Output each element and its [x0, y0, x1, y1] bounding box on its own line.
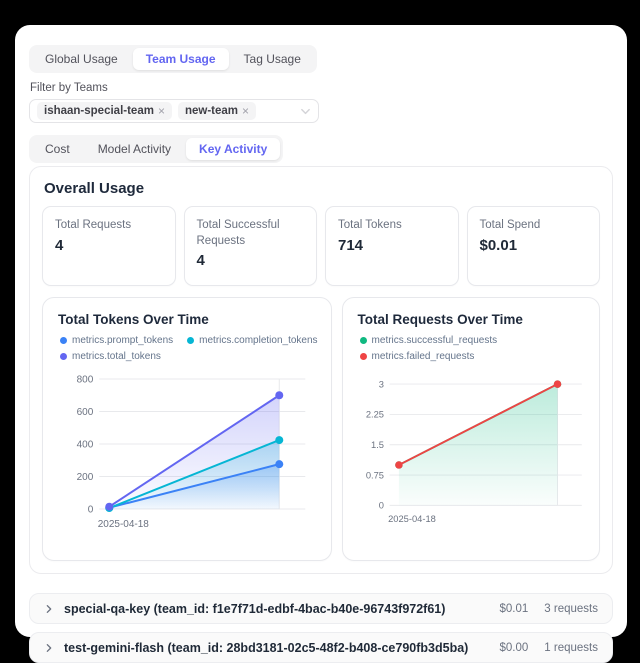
legend-label: metrics.total_tokens: [72, 351, 161, 363]
charts-grid: Total Tokens Over Time metrics.prompt_tok…: [42, 297, 600, 562]
stat-card: Total Requests 4: [42, 206, 176, 287]
legend-label: metrics.failed_requests: [371, 351, 475, 363]
tab-tag-usage[interactable]: Tag Usage: [231, 48, 314, 70]
tab-team-usage[interactable]: Team Usage: [132, 48, 229, 70]
key-row-requests: 1 requests: [544, 641, 598, 654]
key-row-metrics: $0.00 1 requests: [500, 642, 598, 654]
svg-text:2025-04-18: 2025-04-18: [98, 519, 150, 530]
stat-value: 714: [338, 236, 364, 254]
chart-canvas-0: 0 200 400 600 800 2025-04-18: [77, 375, 306, 530]
tab-global-usage[interactable]: Global Usage: [32, 48, 131, 70]
activity-tabs: Cost Model Activity Key Activity: [29, 135, 284, 163]
stats-grid: Total Requests 4 Total Successful Requests…: [42, 206, 600, 287]
legend-row: metrics.successful_requests: [359, 335, 586, 347]
legend-item: metrics.completion_tokens: [187, 335, 318, 347]
team-chip-label: ishaan-special-team: [44, 105, 154, 117]
legend-item: metrics.total_tokens: [60, 351, 161, 362]
legend-item: metrics.successful_requests: [359, 335, 498, 347]
chart-legend: metrics.prompt_tokens metrics.completion_…: [60, 335, 318, 362]
legend-dot-icon: [359, 353, 367, 361]
tab-key-activity[interactable]: Key Activity: [186, 138, 281, 160]
chart-title: Total Tokens Over Time: [58, 312, 209, 328]
legend-dot-icon: [187, 337, 195, 345]
filter-by-teams-label: Filter by Teams: [30, 82, 108, 94]
svg-text:600: 600: [77, 407, 94, 418]
overall-usage-card: Overall Usage Total Requests 4 Total Succe…: [29, 166, 613, 575]
usage-scope-tabs: Global Usage Team Usage Tag Usage: [29, 45, 317, 73]
svg-text:2.25: 2.25: [365, 410, 383, 420]
svg-text:0: 0: [88, 505, 94, 516]
legend-dot-icon: [60, 337, 67, 345]
legend-label: metrics.completion_tokens: [199, 335, 318, 347]
stat-value: $0.01: [479, 236, 518, 254]
key-row-metrics: $0.01 3 requests: [500, 603, 598, 615]
legend-item: metrics.failed_requests: [359, 351, 475, 363]
legend-row: metrics.total_tokens: [60, 351, 318, 362]
remove-chip-icon[interactable]: ×: [157, 104, 165, 118]
chart-legend: metrics.successful_requests metrics.faile…: [359, 335, 586, 363]
stat-value: 4: [55, 236, 64, 254]
svg-text:3: 3: [378, 379, 383, 389]
tab-cost[interactable]: Cost: [32, 138, 83, 160]
stat-label: Total Spend: [479, 219, 541, 231]
key-row-spend: $0.01: [499, 602, 529, 615]
legend-dot-icon: [60, 353, 67, 361]
team-chip[interactable]: new-team ×: [177, 102, 257, 120]
key-row-requests: 3 requests: [544, 602, 598, 615]
svg-text:1.5: 1.5: [371, 440, 384, 450]
overall-usage-title: Overall Usage: [44, 180, 145, 197]
chevron-right-icon[interactable]: [44, 643, 54, 653]
stat-label: Total Successful Requests: [196, 219, 280, 247]
stat-card: Total Successful Requests 4: [183, 206, 317, 287]
chart-title: Total Requests Over Time: [357, 312, 523, 328]
team-filter-multiselect[interactable]: ishaan-special-team × new-team ×: [29, 99, 319, 123]
dashboard-window: Global Usage Team Usage Tag Usage Filter b…: [15, 25, 627, 663]
svg-text:2025-04-18: 2025-04-18: [388, 514, 436, 524]
svg-text:400: 400: [77, 440, 94, 451]
legend-label: metrics.prompt_tokens: [72, 335, 174, 347]
svg-text:0: 0: [378, 501, 383, 511]
stat-value: 4: [196, 252, 205, 270]
stat-label: Total Requests: [55, 219, 132, 231]
stat-card: Total Tokens 714: [325, 206, 459, 287]
key-row-spend: $0.00: [499, 641, 529, 654]
key-row-label: test-gemini-flash (team_id: 28bd3181-02c…: [64, 640, 469, 655]
legend-row: metrics.failed_requests: [359, 351, 586, 363]
chart-card: Total Tokens Over Time metrics.prompt_tok…: [42, 297, 332, 562]
legend-dot-icon: [359, 337, 367, 345]
key-accordion-row[interactable]: test-gemini-flash (team_id: 28bd3181-02c…: [29, 632, 613, 663]
chart-canvas-1: 0 0.75 1.5 2.25 3 2025-04-18: [365, 379, 582, 524]
key-accordion-row[interactable]: special-qa-key (team_id: f1e7f71d-edbf-4…: [29, 593, 613, 625]
legend-row: metrics.prompt_tokens metrics.completion_…: [60, 335, 318, 346]
chevron-right-icon[interactable]: [44, 604, 54, 614]
svg-text:0.75: 0.75: [365, 470, 383, 480]
svg-text:200: 200: [77, 472, 94, 483]
chevron-down-icon[interactable]: [300, 106, 311, 117]
key-row-label: special-qa-key (team_id: f1e7f71d-edbf-4…: [64, 601, 446, 616]
svg-text:800: 800: [77, 375, 94, 386]
key-accordion-list: special-qa-key (team_id: f1e7f71d-edbf-4…: [29, 593, 613, 663]
page-background: { "primary_tabs": { "items": [ {"label":…: [15, 25, 627, 663]
team-chip[interactable]: ishaan-special-team ×: [37, 102, 172, 120]
legend-item: metrics.prompt_tokens: [60, 335, 173, 346]
legend-label: metrics.successful_requests: [371, 335, 498, 347]
chart-card: Total Requests Over Time metrics.successf…: [341, 297, 600, 562]
stat-label: Total Tokens: [338, 219, 402, 231]
stat-card: Total Spend $0.01: [466, 206, 600, 287]
remove-chip-icon[interactable]: ×: [242, 104, 250, 118]
team-chip-label: new-team: [184, 105, 238, 117]
tab-model-activity[interactable]: Model Activity: [85, 138, 184, 160]
